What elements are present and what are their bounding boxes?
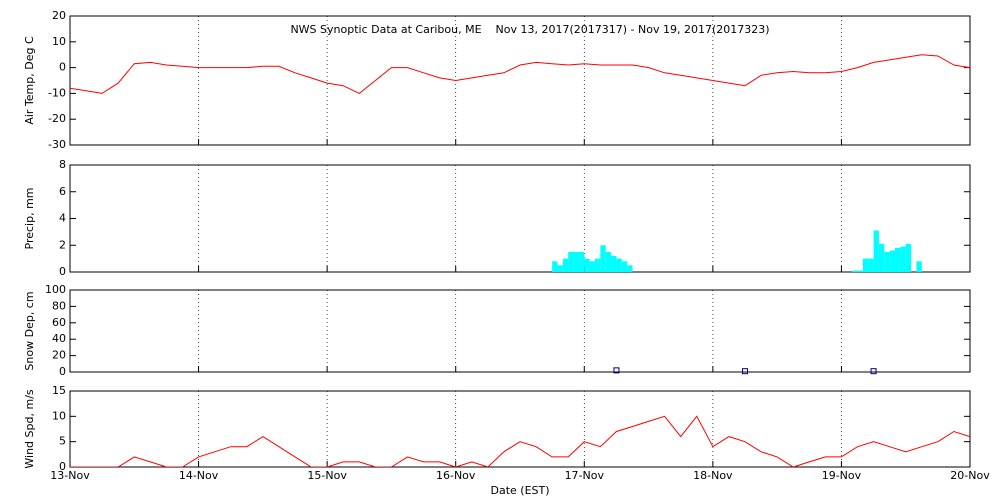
y-tick-label: 40 [52, 332, 66, 345]
y-tick-label: 20 [52, 349, 66, 362]
y-tick-label: 0 [59, 61, 66, 74]
line [70, 415, 970, 467]
y-tick-label: 20 [52, 9, 66, 22]
bar [857, 270, 863, 272]
y-tick-label: -30 [48, 138, 66, 151]
x-tick-label: 14-Nov [179, 469, 219, 482]
chart-title: NWS Synoptic Data at Caribou, ME Nov 13,… [290, 23, 769, 36]
bar [862, 258, 869, 272]
y-axis-label: Wind Spd, m/s [23, 389, 36, 469]
bar [611, 255, 617, 272]
y-axis-label: Precip, mm [23, 188, 36, 250]
bar [905, 243, 912, 272]
bar [595, 258, 601, 272]
y-tick-label: 8 [59, 158, 66, 171]
bar [884, 251, 890, 272]
y-tick-label: 0 [59, 365, 66, 378]
bar [852, 270, 858, 272]
y-tick-label: 100 [45, 283, 66, 296]
bar [557, 265, 563, 272]
point [870, 368, 877, 375]
y-tick-label: 5 [59, 435, 66, 448]
y-tick-label: 60 [52, 316, 66, 329]
x-tick-label: 19-Nov [822, 469, 862, 482]
y-axis-label: Air Temp, Deg C [23, 36, 36, 125]
y-tick-label: 10 [52, 35, 66, 48]
bar [600, 245, 606, 272]
bar [562, 258, 569, 272]
x-tick-label: 13-Nov [50, 469, 90, 482]
plot-frame [69, 164, 971, 273]
bar [616, 258, 622, 272]
bar [589, 261, 595, 272]
plot-frame [69, 15, 971, 146]
x-tick-label: 17-Nov [565, 469, 605, 482]
bar [584, 258, 590, 272]
bar [621, 261, 628, 272]
bar [568, 251, 574, 272]
x-tick-label: 20-Nov [950, 469, 990, 482]
x-tick-label: 18-Nov [693, 469, 733, 482]
y-axis-label: Snow Dep, cm [23, 291, 36, 370]
bar [868, 258, 874, 272]
x-axis-label: Date (EST) [490, 484, 549, 497]
bar [895, 247, 901, 272]
bar [878, 243, 885, 272]
bar [916, 261, 922, 272]
plot-frame [69, 289, 971, 373]
point [613, 367, 620, 374]
x-tick-label: 15-Nov [307, 469, 347, 482]
plot-frame [69, 390, 971, 468]
bar [627, 265, 633, 272]
y-tick-label: -20 [48, 112, 66, 125]
y-tick-label: 10 [52, 409, 66, 422]
y-tick-label: 0 [59, 460, 66, 473]
y-tick-label: 6 [59, 185, 66, 198]
y-tick-label: 15 [52, 384, 66, 397]
bar [605, 251, 612, 272]
y-tick-label: 2 [59, 238, 66, 251]
y-tick-label: 80 [52, 299, 66, 312]
bar [578, 251, 585, 272]
y-tick-label: -10 [48, 86, 66, 99]
bar [900, 246, 906, 272]
point [742, 368, 748, 375]
x-tick-label: 16-Nov [436, 469, 476, 482]
y-tick-label: 4 [59, 212, 66, 225]
bar [889, 250, 895, 272]
bar [873, 230, 879, 272]
bar [573, 251, 579, 272]
line [70, 54, 970, 94]
y-tick-label: 0 [59, 265, 66, 278]
bar [552, 261, 558, 272]
